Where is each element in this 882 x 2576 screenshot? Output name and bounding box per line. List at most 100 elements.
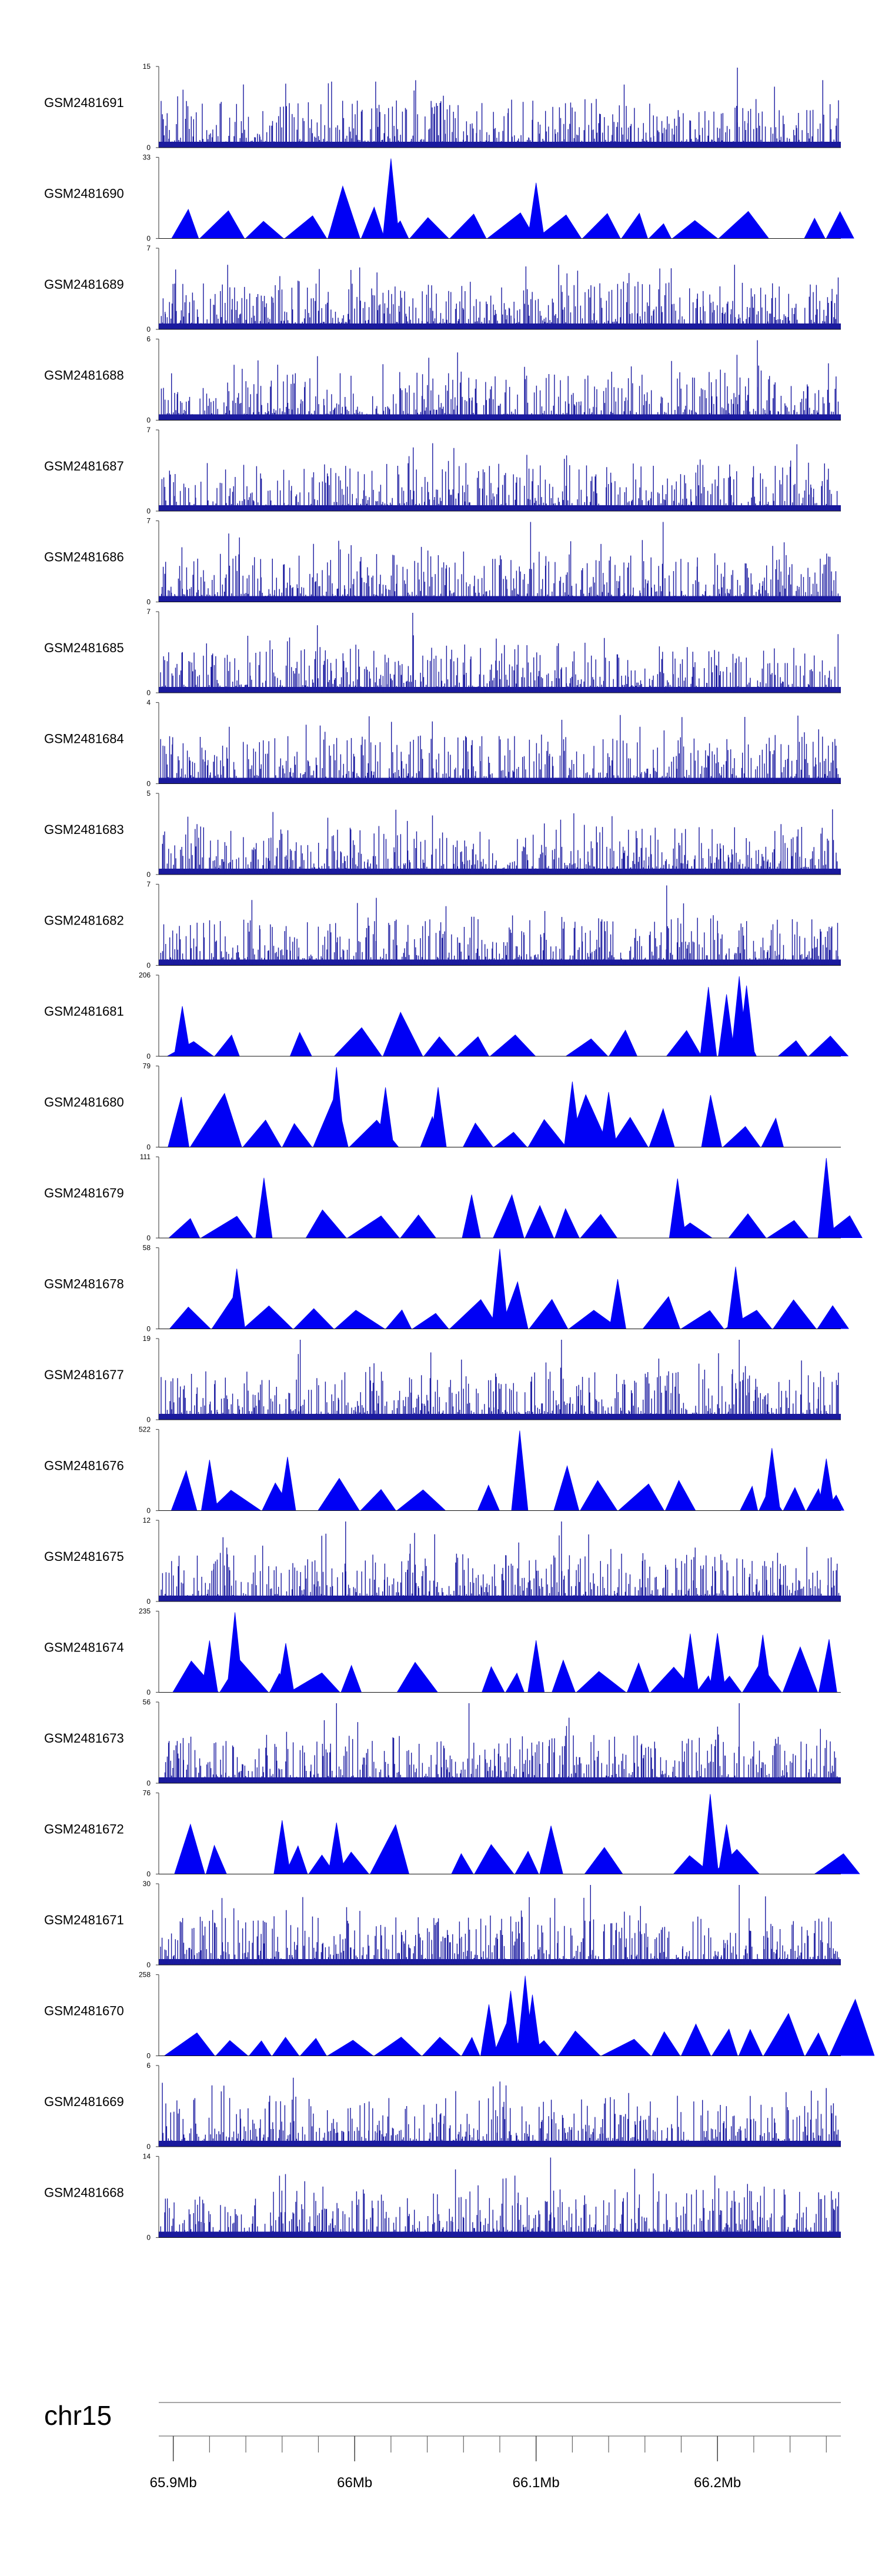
baseline-band <box>159 1959 841 1965</box>
genome-axis: chr15 65.9Mb 66Mb 66.1Mb 66.2Mb <box>44 2400 841 2491</box>
signal-GSM2481681 <box>161 976 849 1057</box>
track-label: GSM2481688 <box>44 368 124 383</box>
signal-GSM2481670 <box>161 1976 875 2056</box>
track-label: GSM2481691 <box>44 95 124 110</box>
y-max-label: 30 <box>143 1880 151 1888</box>
track-GSM2481672: GSM2481672 76 0 <box>44 1789 860 1878</box>
y-max-label: 206 <box>139 971 151 979</box>
y-min-label: 0 <box>146 235 151 243</box>
y-min-label: 0 <box>146 1325 151 1333</box>
signal-GSM2481690 <box>161 158 854 239</box>
y-max-label: 7 <box>146 517 151 525</box>
track-label: GSM2481690 <box>44 186 124 201</box>
y-min-label: 0 <box>146 1961 151 1969</box>
y-max-label: 58 <box>143 1244 151 1252</box>
y-min-label: 0 <box>146 1234 151 1242</box>
signal-GSM2481672 <box>161 1794 860 1874</box>
signal-GSM2481684 <box>160 715 839 784</box>
signal-GSM2481669 <box>160 2077 839 2147</box>
y-max-label: 7 <box>146 244 151 252</box>
track-GSM2481689: GSM2481689 7 0 <box>44 244 841 333</box>
track-label: GSM2481681 <box>44 1004 124 1019</box>
y-max-label: 522 <box>139 1426 151 1434</box>
track-GSM2481681: GSM2481681 206 0 <box>44 971 849 1060</box>
track-label: GSM2481682 <box>44 913 124 928</box>
signal-GSM2481677 <box>161 1340 839 1420</box>
track-label: GSM2481680 <box>44 1095 124 1110</box>
signal-GSM2481673 <box>161 1703 839 1783</box>
y-max-label: 235 <box>139 1607 151 1616</box>
y-min-label: 0 <box>146 416 151 425</box>
track-GSM2481680: GSM2481680 79 0 <box>44 1062 841 1152</box>
y-max-label: 33 <box>143 154 151 162</box>
track-GSM2481687: GSM2481687 7 0 <box>44 426 841 515</box>
track-label: GSM2481683 <box>44 822 124 837</box>
signal-GSM2481674 <box>161 1612 838 1693</box>
track-GSM2481678: GSM2481678 58 0 <box>44 1244 849 1333</box>
signal-GSM2481683 <box>160 809 839 875</box>
signal-GSM2481691 <box>161 68 839 148</box>
signal-GSM2481688 <box>161 340 839 421</box>
track-GSM2481684: GSM2481684 4 0 <box>44 699 841 788</box>
y-max-label: 15 <box>143 62 151 71</box>
baseline-band <box>159 1596 841 1601</box>
track-label: GSM2481689 <box>44 277 124 292</box>
track-GSM2481677: GSM2481677 19 0 <box>44 1334 841 1424</box>
signal-GSM2481675 <box>161 1521 840 1601</box>
y-max-label: 19 <box>143 1334 151 1343</box>
track-label: GSM2481675 <box>44 1549 124 1564</box>
y-max-label: 6 <box>146 335 151 343</box>
track-GSM2481682: GSM2481682 7 0 <box>44 880 841 970</box>
track-GSM2481679: GSM2481679 111 0 <box>44 1153 863 1242</box>
baseline-band <box>159 778 841 784</box>
y-min-label: 0 <box>146 1052 151 1060</box>
track-GSM2481675: GSM2481675 12 0 <box>44 1516 841 1606</box>
y-min-label: 0 <box>146 780 151 788</box>
signal-GSM2481671 <box>160 1885 840 1965</box>
y-max-label: 6 <box>146 2061 151 2070</box>
track-GSM2481670: GSM2481670 258 0 <box>44 1971 875 2060</box>
baseline-band <box>159 414 841 421</box>
y-min-label: 0 <box>146 870 151 879</box>
track-GSM2481668: GSM2481668 14 0 <box>44 2153 841 2242</box>
y-min-label: 0 <box>146 962 151 970</box>
track-label: GSM2481670 <box>44 2004 124 2018</box>
track-label: GSM2481673 <box>44 1731 124 1746</box>
track-GSM2481676: GSM2481676 522 0 <box>44 1426 844 1515</box>
track-label: GSM2481668 <box>44 2185 124 2200</box>
y-max-label: 258 <box>139 1971 151 1979</box>
y-max-label: 56 <box>143 1698 151 1706</box>
y-max-label: 7 <box>146 608 151 616</box>
baseline-band <box>159 2231 841 2238</box>
y-max-label: 111 <box>140 1153 151 1161</box>
track-label: GSM2481672 <box>44 1822 124 1837</box>
track-label: GSM2481671 <box>44 1913 124 1927</box>
y-max-label: 7 <box>146 880 151 889</box>
axis-tick-label: 65.9Mb <box>150 2475 197 2491</box>
y-min-label: 0 <box>146 507 151 515</box>
y-min-label: 0 <box>146 2052 151 2060</box>
track-GSM2481686: GSM2481686 7 0 <box>44 517 841 606</box>
y-max-label: 5 <box>146 789 151 798</box>
track-GSM2481690: GSM2481690 33 0 <box>44 154 854 243</box>
axis-tick-label: 66.2Mb <box>694 2475 741 2491</box>
signal-GSM2481679 <box>161 1157 863 1239</box>
signal-GSM2481689 <box>161 265 839 329</box>
track-GSM2481673: GSM2481673 56 0 <box>44 1698 841 1787</box>
baseline-band <box>159 323 841 329</box>
track-GSM2481691: GSM2481691 15 0 <box>44 62 841 152</box>
y-min-label: 0 <box>146 1779 151 1787</box>
y-min-label: 0 <box>146 1689 151 1697</box>
track-label: GSM2481678 <box>44 1277 124 1292</box>
signal-GSM2481685 <box>160 613 838 693</box>
signal-GSM2481668 <box>160 2157 839 2238</box>
axis-tick-label: 66.1Mb <box>513 2475 560 2491</box>
track-label: GSM2481687 <box>44 459 124 473</box>
track-GSM2481683: GSM2481683 5 0 <box>44 789 841 879</box>
y-max-label: 4 <box>146 699 151 707</box>
axis-tick-label: 66Mb <box>337 2475 372 2491</box>
y-min-label: 0 <box>146 1507 151 1515</box>
y-min-label: 0 <box>146 325 151 333</box>
y-max-label: 14 <box>143 2153 151 2161</box>
track-label: GSM2481685 <box>44 640 124 655</box>
